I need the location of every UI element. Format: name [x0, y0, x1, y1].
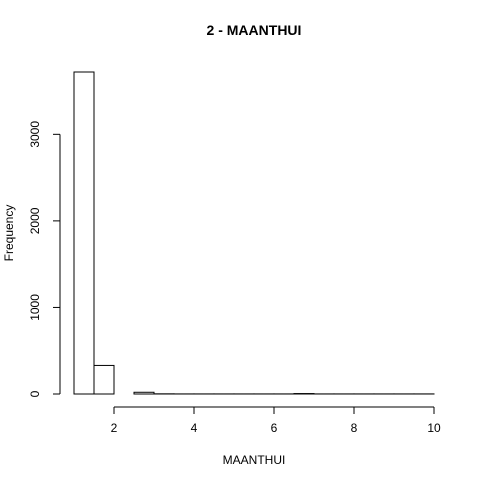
- x-tick-label-8: 8: [351, 421, 358, 435]
- histogram-bars: [73, 71, 435, 395]
- y-tick-label-0: 0: [28, 390, 42, 397]
- histogram-bar-0: [73, 71, 95, 395]
- y-axis: 0 1000 2000 3000: [28, 121, 61, 397]
- x-tick-label-6: 6: [271, 421, 278, 435]
- histogram-bar-3: [133, 391, 155, 395]
- x-tick-label-2: 2: [111, 421, 118, 435]
- y-tick-label-3000: 3000: [28, 121, 42, 148]
- y-axis-label: Frequency: [2, 205, 16, 262]
- x-axis-label: MAANTHUI: [223, 453, 286, 467]
- chart-title: 2 - MAANTHUI: [207, 22, 302, 38]
- x-tick-label-4: 4: [191, 421, 198, 435]
- x-axis: 2 4 6 8 10: [111, 406, 441, 435]
- histogram-bar-1: [93, 364, 115, 395]
- y-tick-label-1000: 1000: [28, 294, 42, 321]
- y-tick-label-2000: 2000: [28, 207, 42, 234]
- x-tick-label-10: 10: [427, 421, 441, 435]
